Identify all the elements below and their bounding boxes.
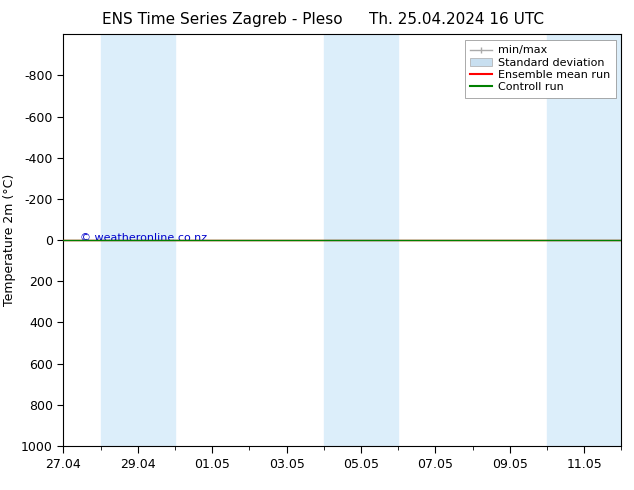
Bar xyxy=(101,34,175,446)
Y-axis label: Temperature 2m (°C): Temperature 2m (°C) xyxy=(3,174,16,306)
Legend: min/max, Standard deviation, Ensemble mean run, Controll run: min/max, Standard deviation, Ensemble me… xyxy=(465,40,616,98)
Bar xyxy=(547,34,621,446)
Text: © weatheronline.co.nz: © weatheronline.co.nz xyxy=(80,233,207,243)
Text: ENS Time Series Zagreb - Pleso: ENS Time Series Zagreb - Pleso xyxy=(101,12,342,27)
Bar xyxy=(324,34,398,446)
Text: Th. 25.04.2024 16 UTC: Th. 25.04.2024 16 UTC xyxy=(369,12,544,27)
